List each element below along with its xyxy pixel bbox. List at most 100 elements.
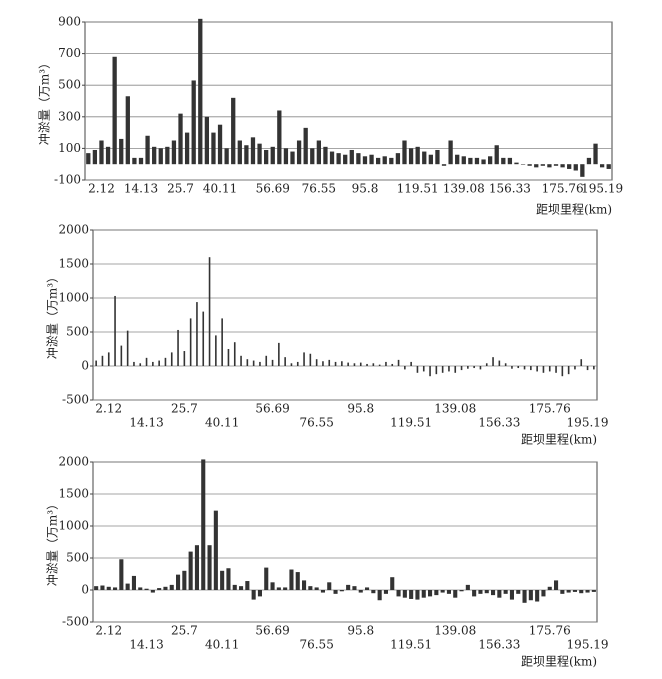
bar (347, 362, 349, 366)
bar (478, 590, 483, 594)
plot-frame (84, 21, 613, 181)
bar (278, 342, 280, 366)
bar (139, 363, 142, 366)
bar (498, 360, 501, 366)
bar (454, 366, 457, 373)
bar (517, 366, 520, 369)
bar (217, 124, 223, 165)
y-tick-label: 1500 (58, 257, 89, 271)
bar (94, 586, 99, 590)
bar (547, 586, 552, 590)
bar (119, 559, 124, 590)
bar (402, 140, 407, 165)
x-tick-label: 195.19 (581, 182, 623, 196)
bar (259, 361, 261, 366)
x-tick-label: 40.11 (203, 182, 237, 196)
bar (497, 590, 502, 598)
bar (448, 140, 453, 165)
bar (191, 80, 196, 165)
bar (467, 366, 469, 369)
bar (586, 157, 592, 165)
bar (207, 545, 212, 590)
x-tick-label: 56.69 (255, 624, 289, 638)
bar (369, 154, 374, 165)
bar (511, 366, 513, 369)
bar (572, 590, 577, 592)
y-tick-label: 700 (58, 46, 81, 60)
bar (484, 590, 489, 594)
bar (383, 590, 388, 594)
bar (349, 149, 354, 165)
bar (540, 164, 545, 166)
bar (341, 361, 343, 366)
bar (157, 588, 162, 590)
bar (158, 148, 163, 165)
bar (415, 146, 420, 165)
x-tick-label: 2.12 (95, 402, 122, 416)
bar (170, 352, 173, 366)
bar (171, 140, 177, 165)
x-axis-label: 距坝里程(km) (521, 432, 597, 447)
bar (126, 330, 129, 366)
bar (107, 352, 110, 366)
x-tick-label: 2.12 (95, 624, 122, 638)
bar (176, 574, 181, 590)
bar (152, 361, 154, 366)
bar (284, 357, 286, 366)
x-tick-label: 119.51 (390, 416, 432, 430)
bar (105, 146, 111, 165)
bar (535, 590, 540, 602)
y-axis-label: 冲淤量（万m³） (45, 271, 60, 359)
bar (409, 590, 414, 599)
bar (244, 145, 249, 165)
bar (224, 148, 229, 165)
bar (251, 590, 256, 600)
x-tick-label: 95.8 (347, 624, 374, 638)
bar (585, 590, 590, 593)
bar (271, 359, 274, 366)
bar (487, 156, 493, 165)
bar (227, 349, 230, 366)
x-axis-label: 距坝里程(km) (536, 202, 612, 217)
bar (125, 583, 130, 590)
bar (240, 355, 242, 366)
bar (358, 590, 363, 593)
bar (106, 586, 111, 590)
bar (491, 590, 496, 596)
bar (460, 366, 463, 371)
bar (561, 366, 564, 377)
bar (283, 587, 288, 590)
x-tick-label: 175.76 (542, 182, 584, 196)
bar (120, 345, 123, 366)
y-tick-label: 1500 (58, 487, 89, 501)
bar (283, 148, 289, 165)
bar (455, 154, 460, 165)
x-axis-label: 距坝里程(km) (521, 654, 597, 669)
bar (309, 353, 312, 366)
bar (343, 154, 348, 165)
bar (323, 146, 328, 165)
bar (541, 590, 546, 597)
bar (333, 590, 338, 594)
bar (410, 361, 412, 366)
bar (239, 586, 244, 590)
bar (567, 366, 570, 375)
bar (112, 56, 117, 165)
bar (119, 138, 124, 165)
x-tick-label: 156.33 (478, 638, 520, 652)
bar (178, 113, 183, 165)
bar (194, 545, 199, 590)
bar (492, 357, 494, 366)
bar (514, 162, 519, 165)
bar (606, 164, 611, 169)
bar (95, 360, 97, 366)
bar (428, 154, 433, 165)
bar (554, 580, 559, 590)
bar (265, 355, 268, 366)
bar (264, 567, 269, 590)
bar (246, 359, 249, 366)
y-tick-label: 1000 (58, 519, 89, 533)
bar (362, 156, 368, 165)
bar (372, 363, 375, 366)
